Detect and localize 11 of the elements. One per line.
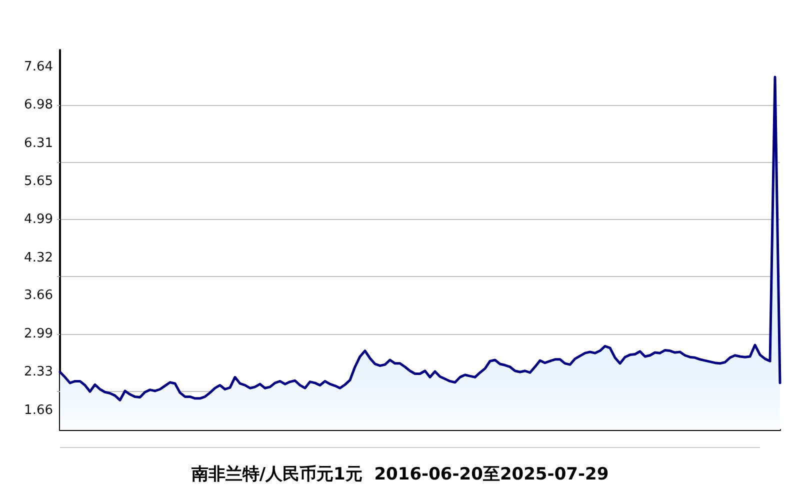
- y-tick-label: 6.31: [24, 136, 53, 152]
- y-tick-label: 4.32: [24, 250, 53, 266]
- y-tick-label: 2.99: [24, 326, 53, 342]
- text: 南非兰特/人民币元1元 2016-06-20至2025-07-29: [190, 464, 609, 484]
- y-tick-label: 3.66: [24, 288, 53, 304]
- y-tick-label: 6.98: [24, 98, 53, 113]
- y-tick-label: 1.66: [24, 402, 53, 418]
- y-tick-label: 4.99: [24, 212, 53, 227]
- y-tick-label: 2.33: [24, 364, 53, 380]
- y-tick-label: 7.64: [24, 60, 53, 75]
- y-tick-label: 5.65: [24, 174, 53, 189]
